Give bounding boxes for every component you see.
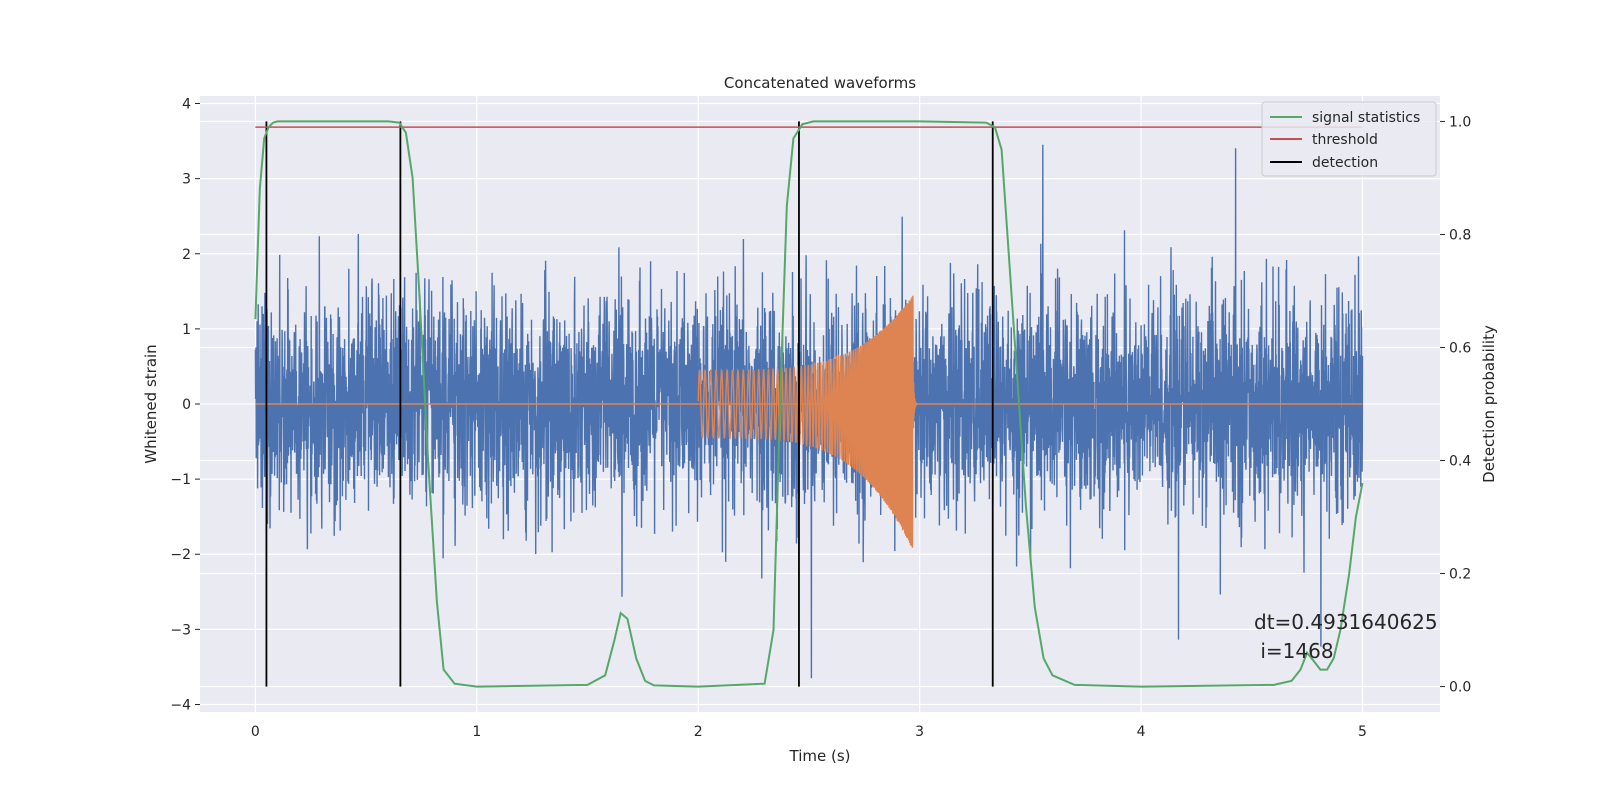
y-tick-label: 3 [182,172,191,188]
annotation-dt: dt=0.4931640625 [1254,610,1438,634]
x-tick-label: 2 [694,724,703,740]
y-tick-label: −3 [170,622,191,638]
y-axis-label: Whitened strain [142,344,160,463]
legend-label-threshold: threshold [1312,132,1378,148]
y2-tick-label: 0.6 [1449,340,1471,356]
x-tick-label: 1 [472,724,481,740]
legend-box [1261,101,1437,177]
legend: signal statistics threshold detection [1261,101,1437,177]
y-axis-left: −4 −3 −2 −1 0 1 2 3 4 [170,97,200,713]
y-axis-right: 0.0 0.2 0.4 0.6 0.8 1.0 [1440,114,1471,696]
y-tick-label: 2 [182,247,191,263]
y2-tick-label: 0.0 [1449,680,1471,696]
y2-tick-label: 0.2 [1449,567,1471,583]
y-tick-label: −4 [170,697,191,713]
y-tick-label: −1 [170,472,191,488]
y2-tick-label: 1.0 [1449,114,1471,130]
y2-axis-label: Detection probability [1480,325,1498,483]
y-tick-label: 4 [182,97,191,113]
detection-lines [265,121,994,687]
y2-tick-label: 0.4 [1449,454,1471,470]
y-tick-label: −2 [170,547,191,563]
annotation-index: i=1468 [1254,639,1334,663]
y-tick-label: 0 [182,397,191,413]
legend-label-detection: detection [1312,155,1378,171]
plot-area [254,120,1364,688]
waveform-series-line [697,295,919,548]
x-tick-label: 4 [1137,724,1146,740]
signal-statistics-series-line [254,120,1364,688]
x-tick-label: 0 [251,724,260,740]
y2-tick-label: 0.8 [1449,227,1471,243]
y-tick-label: 1 [182,322,191,338]
x-tick-label: 5 [1358,724,1367,740]
x-axis-label: Time (s) [789,747,851,765]
x-axis: 0 1 2 3 4 5 [251,724,1367,740]
legend-label-signal-statistics: signal statistics [1312,110,1420,126]
chart-title: Concatenated waveforms [724,74,916,92]
x-tick-label: 3 [915,724,924,740]
